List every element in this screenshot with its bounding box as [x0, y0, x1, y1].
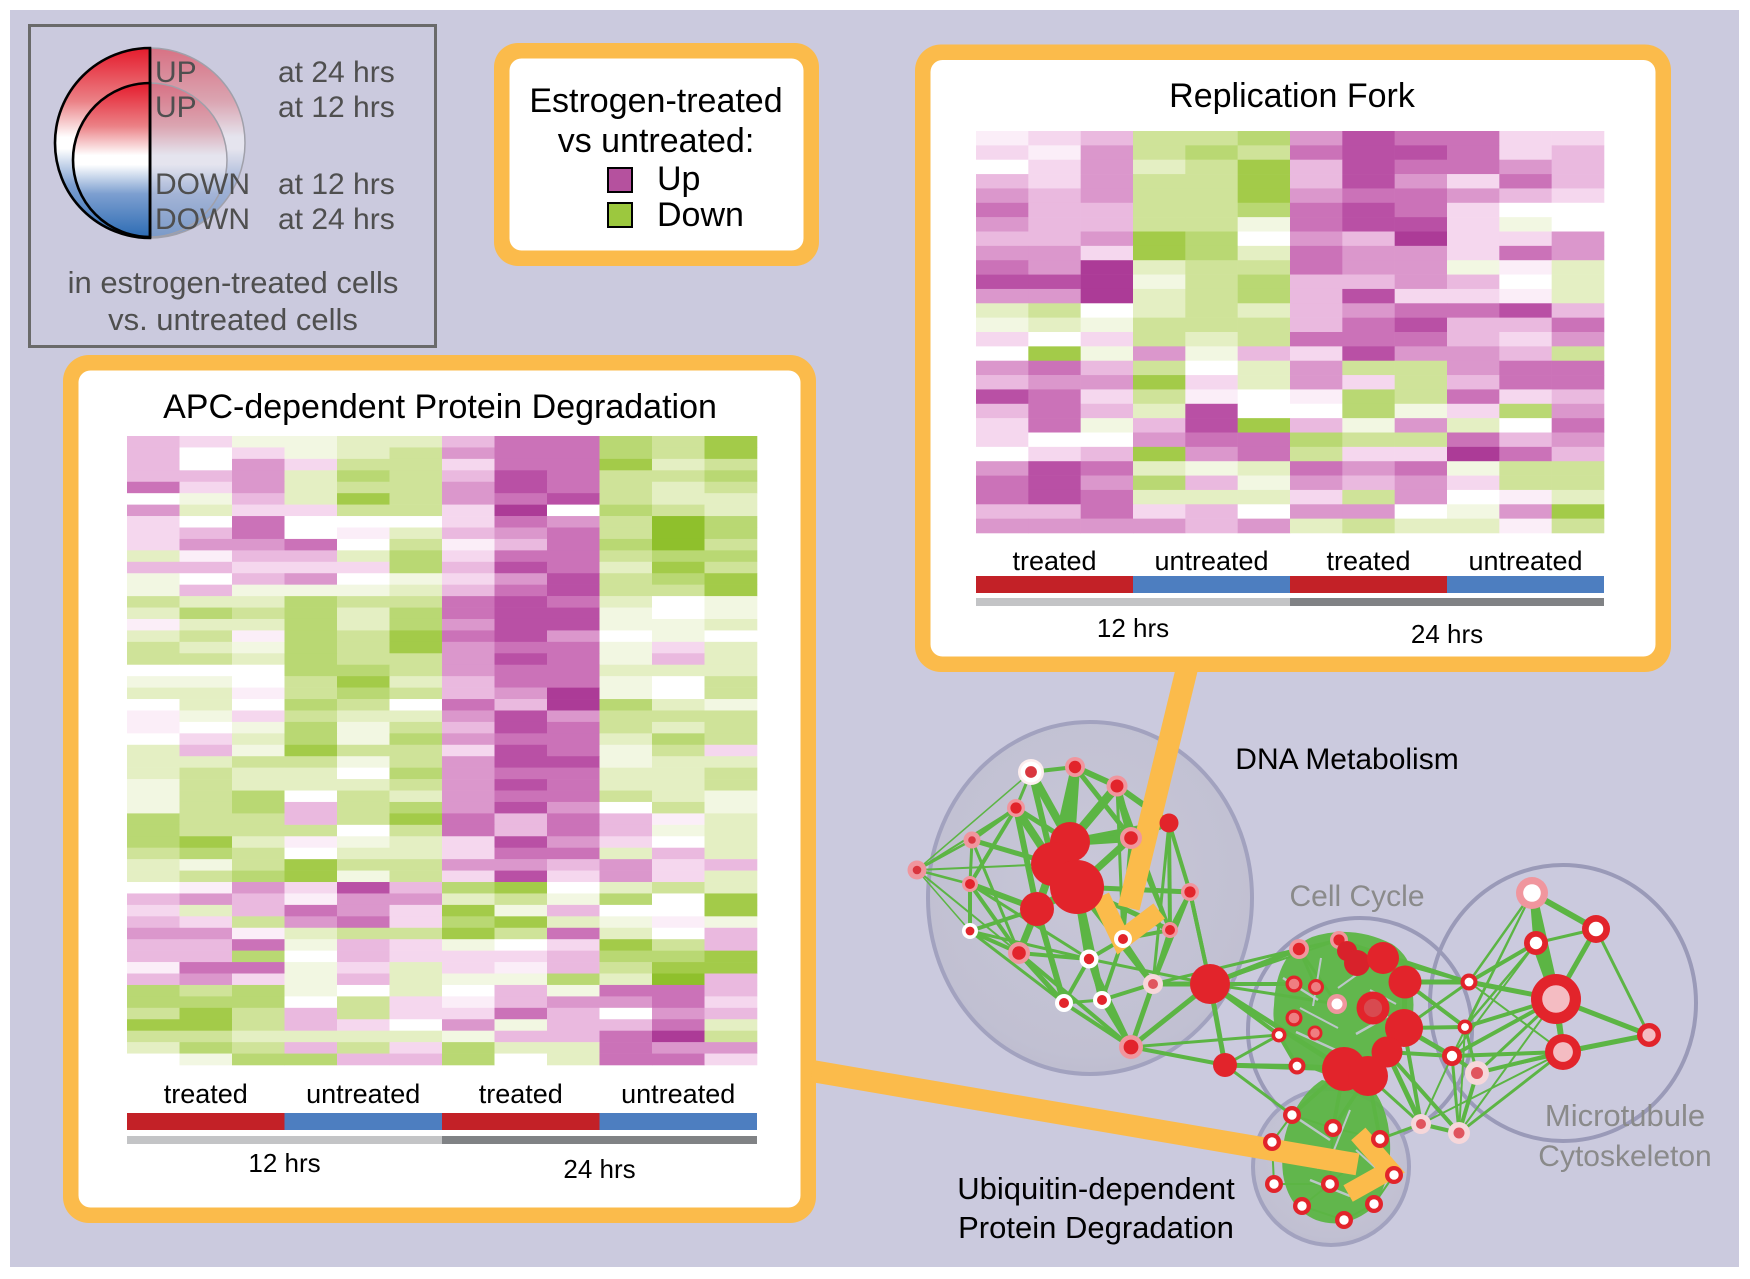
- svg-text:UP: UP: [155, 91, 197, 124]
- svg-text:Cell Cycle: Cell Cycle: [1289, 880, 1424, 913]
- svg-text:at 12 hrs: at 12 hrs: [278, 168, 395, 201]
- svg-text:UP: UP: [155, 56, 197, 89]
- svg-text:12 hrs: 12 hrs: [248, 1148, 320, 1178]
- svg-text:untreated: untreated: [306, 1079, 420, 1109]
- svg-text:Cytoskeleton: Cytoskeleton: [1538, 1140, 1711, 1173]
- svg-text:untreated: untreated: [621, 1079, 735, 1109]
- svg-text:at 24 hrs: at 24 hrs: [278, 203, 395, 236]
- svg-text:24 hrs: 24 hrs: [563, 1154, 635, 1184]
- svg-text:DNA Metabolism: DNA Metabolism: [1235, 743, 1458, 776]
- svg-text:at 24 hrs: at 24 hrs: [278, 56, 395, 89]
- svg-text:APC-dependent Protein Degradat: APC-dependent Protein Degradation: [163, 388, 717, 426]
- svg-text:untreated: untreated: [1468, 546, 1582, 576]
- svg-text:at 12 hrs: at 12 hrs: [278, 91, 395, 124]
- svg-text:in estrogen-treated cells: in estrogen-treated cells: [68, 265, 399, 300]
- svg-text:DOWN: DOWN: [155, 168, 250, 201]
- svg-text:12 hrs: 12 hrs: [1097, 613, 1169, 643]
- svg-text:treated: treated: [164, 1079, 248, 1109]
- svg-text:Down: Down: [657, 196, 744, 234]
- svg-text:Up: Up: [657, 160, 700, 198]
- svg-text:treated: treated: [1326, 546, 1410, 576]
- svg-text:Protein Degradation: Protein Degradation: [958, 1210, 1234, 1245]
- svg-text:Ubiquitin-dependent: Ubiquitin-dependent: [957, 1171, 1235, 1206]
- svg-text:treated: treated: [1012, 546, 1096, 576]
- svg-text:treated: treated: [479, 1079, 563, 1109]
- svg-text:vs untreated:: vs untreated:: [558, 122, 755, 160]
- svg-text:vs. untreated cells: vs. untreated cells: [108, 302, 358, 337]
- svg-text:Microtubule: Microtubule: [1545, 1098, 1705, 1133]
- svg-text:Replication Fork: Replication Fork: [1169, 77, 1416, 115]
- svg-text:24 hrs: 24 hrs: [1411, 619, 1483, 649]
- svg-text:DOWN: DOWN: [155, 203, 250, 236]
- svg-text:Estrogen-treated: Estrogen-treated: [529, 82, 782, 120]
- svg-text:untreated: untreated: [1154, 546, 1268, 576]
